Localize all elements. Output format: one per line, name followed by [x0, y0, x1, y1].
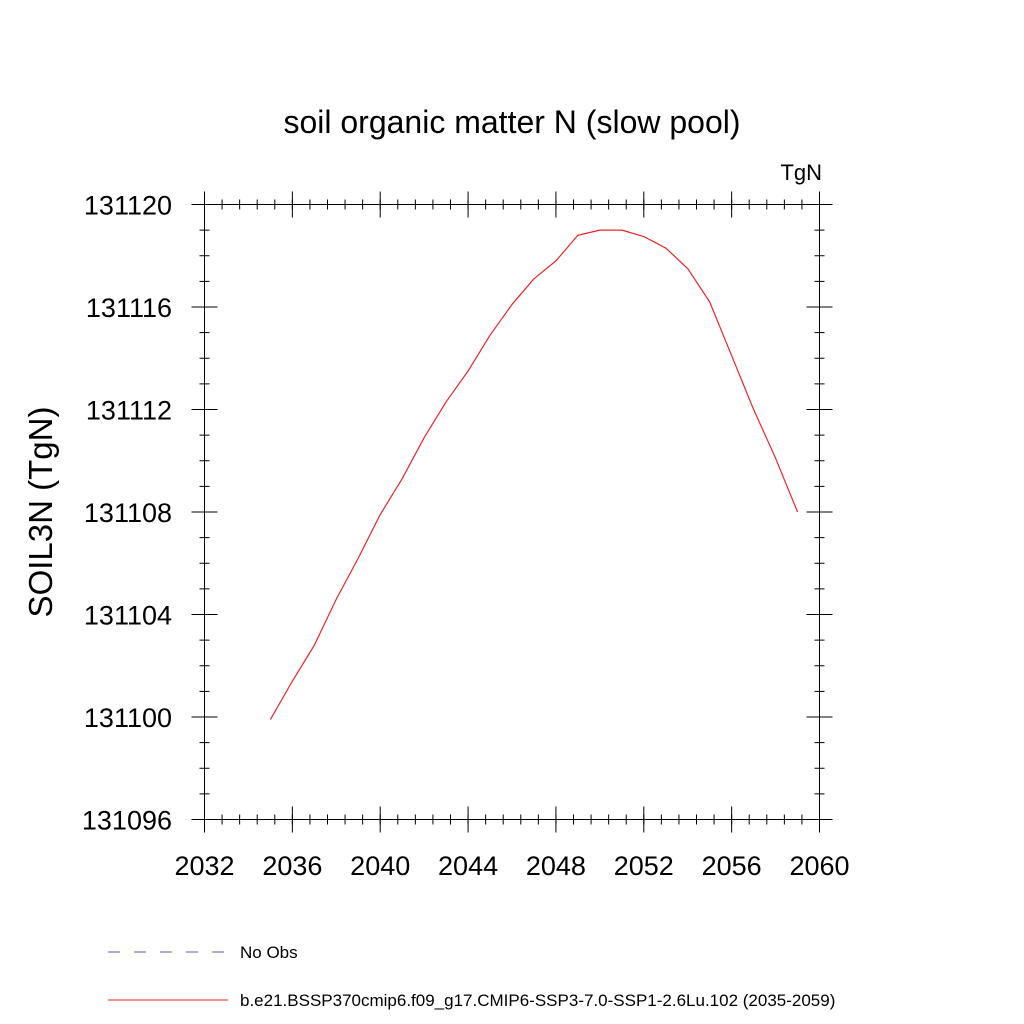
plot-frame — [204, 204, 820, 820]
y-axis-label: SOIL3N (TgN) — [22, 407, 59, 618]
x-tick-label: 2044 — [438, 851, 498, 881]
units-label: TgN — [780, 160, 822, 185]
y-tick-label: 131096 — [82, 806, 172, 836]
x-tick-label: 2032 — [174, 851, 234, 881]
chart-title: soil organic matter N (slow pool) — [283, 104, 740, 140]
y-tick-label: 131112 — [86, 396, 172, 426]
legend-label: b.e21.BSSP370cmip6.f09_g17.CMIP6-SSP3-7.… — [240, 991, 835, 1010]
major-ticks — [191, 191, 833, 833]
x-tick-labels: 2032 2036 2040 2044 2048 2052 2056 2060 — [174, 851, 849, 881]
x-tick-label: 2052 — [614, 851, 674, 881]
y-tick-label: 131120 — [84, 191, 172, 221]
legend-label: No Obs — [240, 943, 298, 962]
x-tick-label: 2040 — [350, 851, 410, 881]
minor-ticks — [199, 199, 825, 825]
legend: No Obs b.e21.BSSP370cmip6.f09_g17.CMIP6-S… — [108, 943, 835, 1010]
y-tick-label: 131100 — [84, 703, 172, 733]
y-tick-label: 131104 — [84, 601, 172, 631]
series-layer — [269, 229, 799, 720]
y-tick-label: 131116 — [86, 293, 172, 323]
y-tick-label: 131108 — [84, 498, 172, 528]
x-tick-label: 2048 — [526, 851, 586, 881]
x-tick-label: 2060 — [789, 851, 849, 881]
y-tick-labels: 131096 131100 131104 131108 131112 131116 1311… — [82, 191, 172, 836]
series-line — [269, 229, 799, 720]
x-tick-label: 2036 — [262, 851, 322, 881]
x-tick-label: 2056 — [702, 851, 762, 881]
